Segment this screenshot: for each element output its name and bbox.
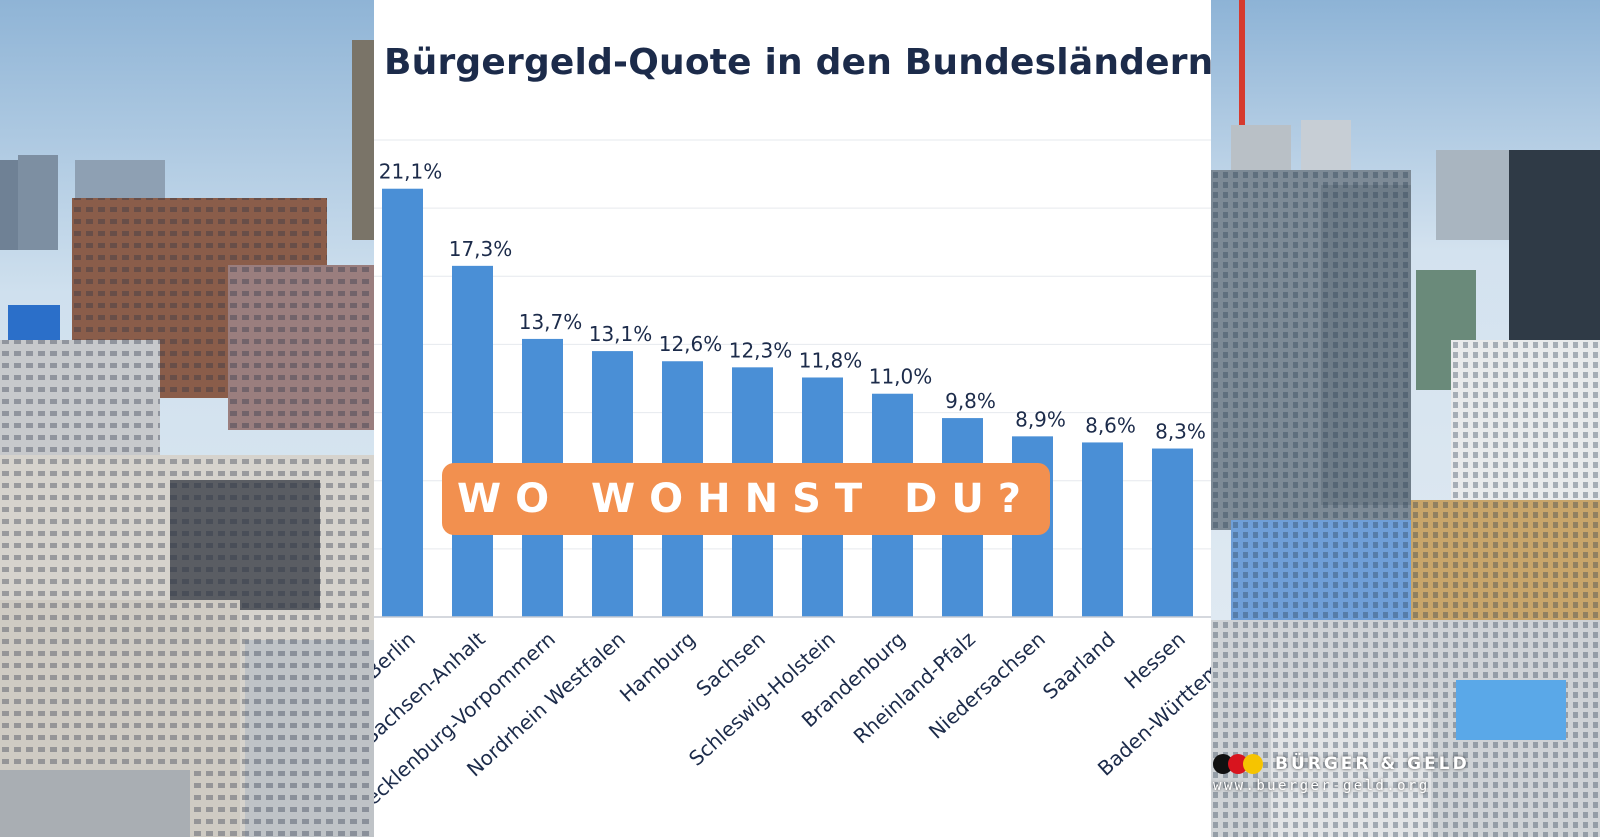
value-label: 8,3%	[1155, 420, 1206, 444]
brand-name: BÜRGER & GELD	[1275, 754, 1470, 774]
category-label: Berlin	[374, 627, 420, 684]
brand-logo: BÜRGER & GELD www.buerger-geld.org	[1213, 750, 1483, 800]
value-label: 8,6%	[1085, 413, 1136, 437]
flag-dots-icon	[1213, 754, 1263, 774]
category-label: Niedersachsen	[924, 627, 1050, 744]
city-background-right	[1211, 0, 1600, 837]
value-label: 11,0%	[869, 365, 933, 389]
category-label: Hamburg	[615, 627, 700, 707]
city-background-left	[0, 0, 374, 837]
value-label: 13,1%	[589, 322, 653, 346]
grid-lines	[374, 139, 1211, 550]
value-label: 11,8%	[799, 348, 863, 372]
value-label: 12,3%	[729, 338, 793, 362]
bar-chart: 21,1% 17,3% 13,7%13,1% 12,6% 12,3% 11,8%11,0%…	[374, 139, 1211, 822]
value-label: 17,3%	[449, 237, 513, 261]
value-label: 21,1%	[379, 160, 443, 184]
category-label: Saarland	[1038, 627, 1120, 704]
value-labels: 21,1% 17,3% 13,7%13,1% 12,6% 12,3% 11,8%11,0%…	[379, 160, 1206, 444]
chart-panel: Bürgergeld-Quote in den Bundesländern 21…	[374, 0, 1211, 837]
bar	[1082, 442, 1123, 617]
bar	[382, 188, 423, 617]
value-label: 9,8%	[945, 389, 996, 413]
overlay-banner: WO WOHNST DU?	[442, 463, 1050, 535]
category-labels: BerlinSachsen-AnhaltMecklenburg-Vorpomme…	[374, 627, 1211, 822]
value-label: 13,7%	[519, 310, 583, 334]
value-label: 12,6%	[659, 332, 723, 356]
chart-title: Bürgergeld-Quote in den Bundesländern	[384, 42, 1211, 83]
value-label: 8,9%	[1015, 407, 1066, 431]
brand-url: www.buerger-geld.org	[1213, 778, 1430, 794]
category-label: Rheinland-Pfalz	[849, 627, 980, 748]
bar	[1152, 448, 1193, 617]
bar	[452, 265, 493, 617]
